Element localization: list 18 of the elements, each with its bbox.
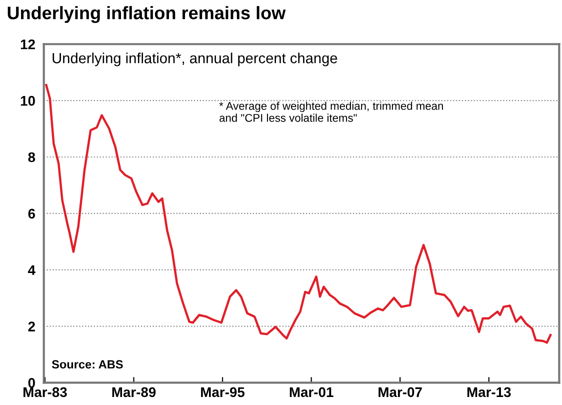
annotation: Source: ABS — [52, 360, 123, 369]
y-tick-label: 0 — [28, 378, 35, 388]
y-tick-label: 4 — [28, 265, 36, 275]
x-tick-label: Mar-95 — [201, 387, 245, 398]
y-tick-label: 2 — [28, 322, 35, 332]
line-series — [45, 84, 552, 344]
annotation: Underlying inflation*, annual percent change — [52, 52, 338, 66]
x-tick-label: Mar-07 — [378, 387, 422, 398]
x-tick-label: Mar-89 — [112, 387, 156, 398]
x-tick-label: Mar-83 — [24, 387, 67, 398]
x-tick-label: Mar-13 — [467, 387, 511, 398]
chart-title: Underlying inflation remains low — [8, 6, 286, 23]
x-tick-label: Mar-01 — [290, 387, 334, 398]
annotation: * Average of weighted median, trimmed mean and "CPI less volatile items" — [219, 102, 443, 122]
y-tick-label: 6 — [28, 208, 35, 219]
y-tick-label: 8 — [28, 152, 36, 162]
y-tick-label: 10 — [20, 96, 35, 106]
y-tick-label: 12 — [20, 39, 35, 50]
